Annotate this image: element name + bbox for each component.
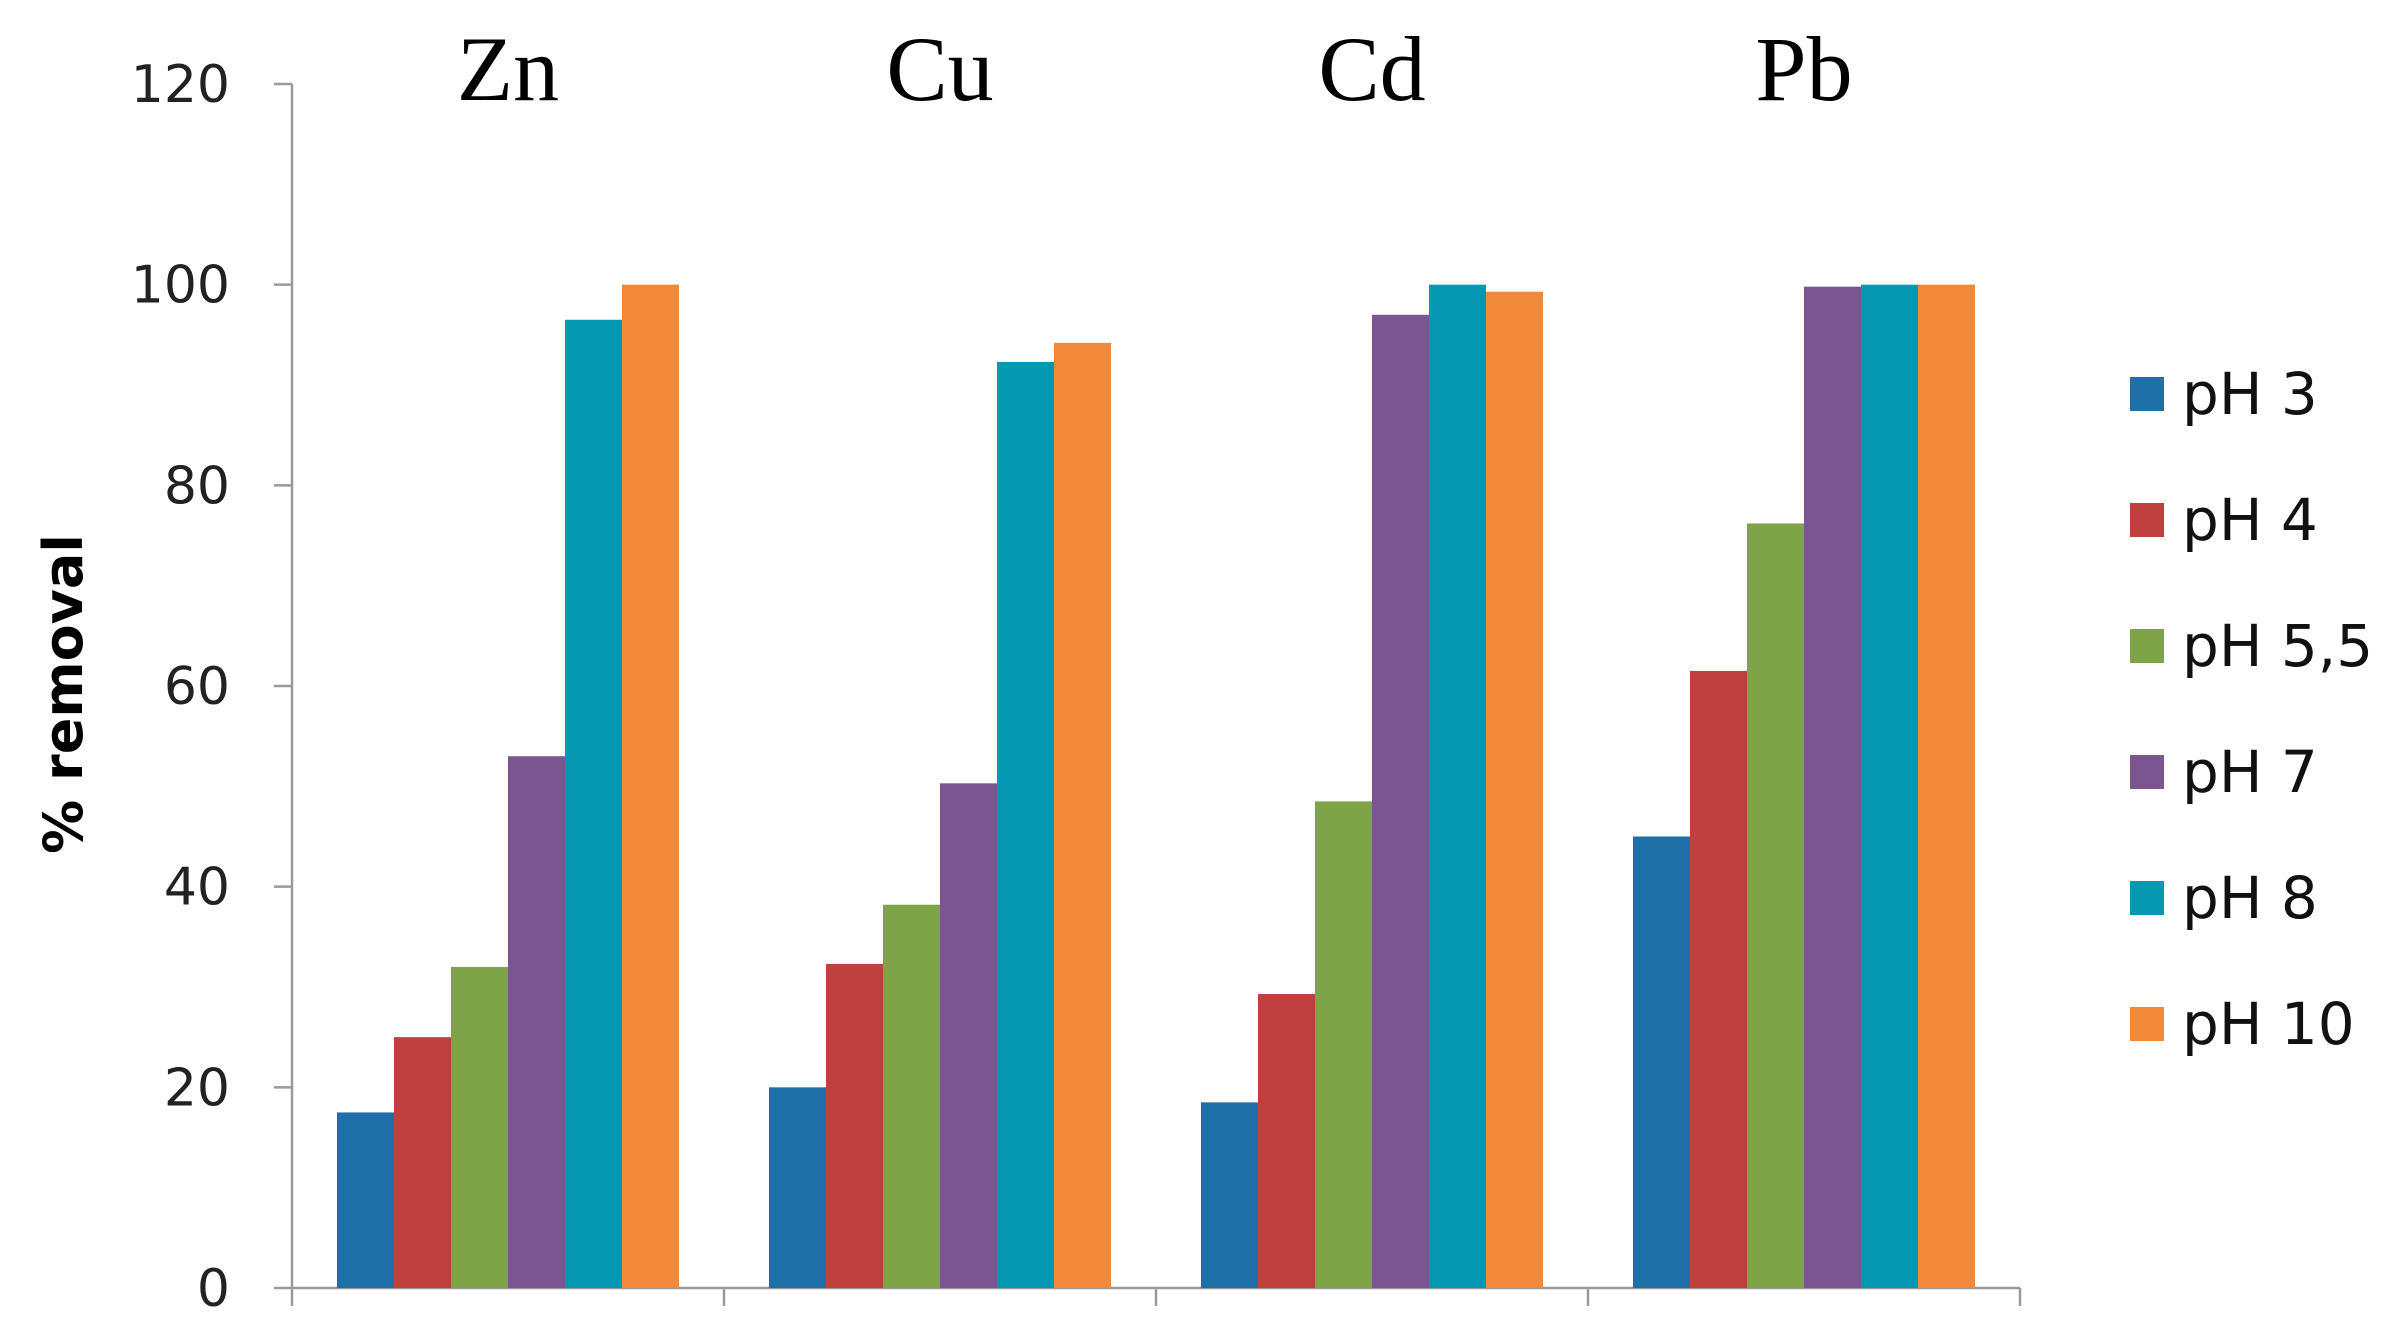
bars: [337, 284, 1975, 1289]
bar-zn-ph-8: [565, 319, 622, 1288]
bar-zn-ph-10: [622, 284, 679, 1289]
legend-label: pH 4: [2182, 486, 2318, 554]
legend-swatch: [2130, 377, 2164, 411]
y-axis: 0 20 40 60 80 100 120: [131, 55, 294, 1319]
legend-swatch: [2130, 1007, 2164, 1041]
bar-cu-ph-8: [997, 361, 1054, 1288]
bar-cd-ph-3: [1201, 1102, 1258, 1288]
bar-pb-ph-4: [1690, 670, 1747, 1288]
y-tick-label: 20: [164, 1058, 230, 1118]
legend-label: pH 7: [2182, 738, 2318, 806]
legend-label: pH 5,5: [2182, 612, 2373, 680]
legend-swatch: [2130, 629, 2164, 663]
bar-cu-ph-4: [826, 963, 883, 1288]
bar-cu-ph-3: [769, 1087, 826, 1288]
bar-cu-ph-5-5: [883, 904, 940, 1288]
category-label-cu: Cu: [886, 18, 993, 120]
y-tick-label: 0: [197, 1259, 230, 1319]
category-labels: Zn Cu Cd Pb: [457, 18, 1853, 120]
bar-zn-ph-4: [394, 1037, 451, 1288]
bar-pb-ph-8: [1861, 284, 1918, 1289]
y-tick-label: 40: [164, 858, 230, 918]
bar-pb-ph-5-5: [1747, 523, 1804, 1288]
legend-label: pH 8: [2182, 864, 2318, 932]
legend-label: pH 3: [2182, 360, 2318, 428]
y-tick-label: 100: [131, 256, 230, 316]
category-label-zn: Zn: [457, 18, 559, 120]
category-label-cd: Cd: [1318, 18, 1425, 120]
bar-pb-ph-10: [1918, 284, 1975, 1289]
bar-cd-ph-8: [1429, 284, 1486, 1289]
y-tick-label: 80: [164, 456, 230, 516]
bar-cu-ph-7: [940, 783, 997, 1288]
y-axis-label: % removal: [32, 534, 95, 854]
bar-cd-ph-5-5: [1315, 801, 1372, 1288]
bar-zn-ph-3: [337, 1112, 394, 1288]
legend-swatch: [2130, 503, 2164, 537]
bar-cd-ph-4: [1258, 994, 1315, 1288]
x-axis: [290, 1286, 2022, 1306]
bar-zn-ph-5-5: [451, 966, 508, 1288]
bar-cd-ph-7: [1372, 314, 1429, 1288]
y-tick-label: 120: [131, 55, 230, 115]
bar-pb-ph-3: [1633, 836, 1690, 1288]
legend-swatch: [2130, 755, 2164, 789]
category-label-pb: Pb: [1755, 18, 1852, 120]
bar-cd-ph-10: [1486, 291, 1543, 1288]
bar-zn-ph-7: [508, 756, 565, 1288]
y-tick-label: 60: [164, 657, 230, 717]
bar-pb-ph-7: [1804, 286, 1861, 1288]
legend: pH 3 pH 4 pH 5,5 pH 7 pH 8 pH 10: [2130, 360, 2373, 1058]
legend-swatch: [2130, 881, 2164, 915]
legend-label: pH 10: [2182, 990, 2355, 1058]
bar-cu-ph-10: [1054, 342, 1111, 1288]
